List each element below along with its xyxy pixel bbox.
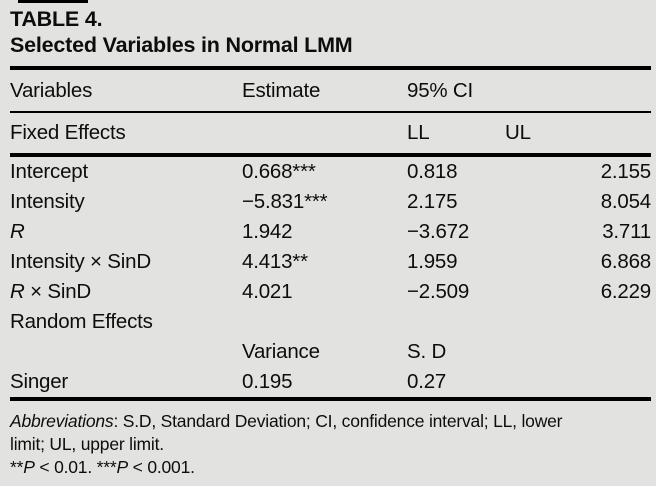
table-caption: Selected Variables in Normal LMM [10,33,353,57]
ll-cell: −3.672 [407,220,470,243]
ll-cell: 0.818 [407,160,458,183]
table-head: Variables Estimate 95% CI Fixed Effects … [10,68,651,157]
estimate-cell [242,307,407,337]
table-row-singer: Singer 0.195 0.27 [10,367,651,401]
estimate-cell: 4.413** [242,250,308,273]
sig-threshold-1: < 0.01. [34,457,97,477]
abbreviations-note-line2: limit; UL, upper limit. [10,434,164,454]
table-row-r: R 1.942 −3.672 3.711 [10,217,651,247]
variable-cell: Intensity × SinD [10,247,242,277]
abbreviations-text: : S.D, Standard Deviation; CI, confidenc… [113,411,563,431]
variable-label: × SinD [24,280,92,303]
col-header-estimate: Estimate [242,68,407,113]
table-number: TABLE 4. [10,7,103,31]
ll-cell: 0.27 [407,367,505,401]
table-row-variance-header: Variance S. D [10,337,651,367]
estimate-cell: 1.942 [242,220,293,243]
table-footnotes: Abbreviations: S.D, Standard Deviation; … [10,410,651,479]
variable-label: Intensity × SinD [10,250,151,273]
sig-stars-3: *** [96,457,117,477]
variable-italic: R [10,280,25,303]
subheader-ul: UL [505,112,651,157]
crop-artifact-bar [18,0,88,3]
variable-italic: R [10,220,25,243]
subheader-ll: LL [407,112,505,157]
estimate-cell: Variance [242,340,320,363]
subheader-row: Fixed Effects LL UL [10,112,651,157]
variable-cell: Intensity [10,187,242,217]
ul-cell [505,367,651,401]
variable-label: Random Effects [10,310,153,333]
variable-label: Singer [10,370,69,393]
estimate-cell: 4.021 [242,280,293,303]
ul-cell: 6.229 [600,280,651,303]
abbreviations-note-line1: Abbreviations: S.D, Standard Deviation; … [10,410,651,433]
ul-cell [505,307,651,337]
variable-cell: Intercept [10,155,242,187]
ul-cell: 6.868 [600,250,651,273]
variable-label: Intercept [10,160,88,183]
col-header-variables: Variables [10,68,242,113]
sig-stars-2: ** [10,457,24,477]
table-title-block: TABLE 4. Selected Variables in Normal LM… [10,6,651,58]
ll-cell: 2.175 [407,190,458,213]
variable-cell [10,337,242,367]
sig-threshold-2: < 0.001. [127,457,195,477]
table-body: Intercept 0.668*** 0.818 2.155 Intensity… [10,155,651,401]
ul-cell: 2.155 [600,160,651,183]
estimate-cell: −5.831*** [242,190,328,213]
variable-cell: R × SinD [10,277,242,307]
table-row-intensity-sind: Intensity × SinD 4.413** 1.959 6.868 [10,247,651,277]
subheader-fixed-effects: Fixed Effects [10,112,242,157]
ll-cell: S. D [407,340,447,363]
estimate-cell: 0.668*** [242,160,316,183]
variable-cell: Singer [10,367,242,401]
col-header-ci: 95% CI [407,68,651,113]
ll-cell: 1.959 [407,250,458,273]
table-row-intensity: Intensity −5.831*** 2.175 8.054 [10,187,651,217]
table-row-intercept: Intercept 0.668*** 0.818 2.155 [10,155,651,187]
variable-cell: R [10,217,242,247]
variable-label: Intensity [10,190,85,213]
lmm-results-table: Variables Estimate 95% CI Fixed Effects … [10,66,651,401]
table-content: TABLE 4. Selected Variables in Normal LM… [10,0,651,479]
significance-note: **P < 0.01. ***P < 0.001. [10,456,651,479]
ul-cell [505,337,651,367]
table-row-random-effects: Random Effects [10,307,651,337]
sig-p-2: P [116,457,129,477]
sig-p-1: P [23,457,35,477]
subheader-empty [242,112,407,157]
ll-cell [407,307,505,337]
header-row: Variables Estimate 95% CI [10,68,651,113]
ul-cell: 3.711 [602,220,651,243]
table-row-r-sind: R × SinD 4.021 −2.509 6.229 [10,277,651,307]
ul-cell: 8.054 [600,190,651,213]
ll-cell: −2.509 [407,280,470,303]
estimate-cell: 0.195 [242,367,407,401]
variable-cell: Random Effects [10,307,242,337]
abbreviations-label: Abbreviations [10,411,114,431]
